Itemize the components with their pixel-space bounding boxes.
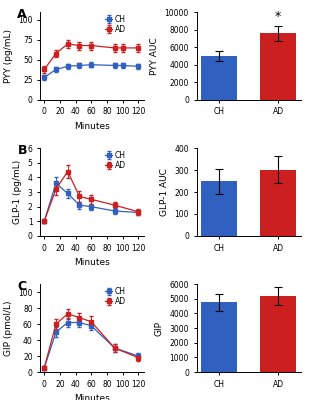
X-axis label: Minutes: Minutes xyxy=(74,258,110,267)
Y-axis label: GIP (pmol/L): GIP (pmol/L) xyxy=(4,300,13,356)
X-axis label: Minutes: Minutes xyxy=(74,122,110,131)
Y-axis label: PYY (pg/mL): PYY (pg/mL) xyxy=(4,29,13,83)
Bar xyxy=(201,302,237,372)
Legend: CH, AD: CH, AD xyxy=(104,14,126,35)
Text: *: * xyxy=(275,10,281,23)
Text: A: A xyxy=(17,8,27,21)
Bar xyxy=(260,296,296,372)
Y-axis label: PYY AUC: PYY AUC xyxy=(150,37,159,75)
Y-axis label: GIP: GIP xyxy=(155,320,164,336)
Legend: CH, AD: CH, AD xyxy=(104,150,126,171)
Bar xyxy=(201,56,237,100)
Bar xyxy=(260,33,296,100)
Text: B: B xyxy=(17,144,27,157)
Y-axis label: GLP-1 AUC: GLP-1 AUC xyxy=(160,168,169,216)
Legend: CH, AD: CH, AD xyxy=(104,286,126,307)
Y-axis label: GLP-1 (pg/mL): GLP-1 (pg/mL) xyxy=(13,160,22,224)
Bar xyxy=(201,182,237,236)
Text: C: C xyxy=(17,280,27,293)
X-axis label: Minutes: Minutes xyxy=(74,394,110,400)
Bar xyxy=(260,170,296,236)
